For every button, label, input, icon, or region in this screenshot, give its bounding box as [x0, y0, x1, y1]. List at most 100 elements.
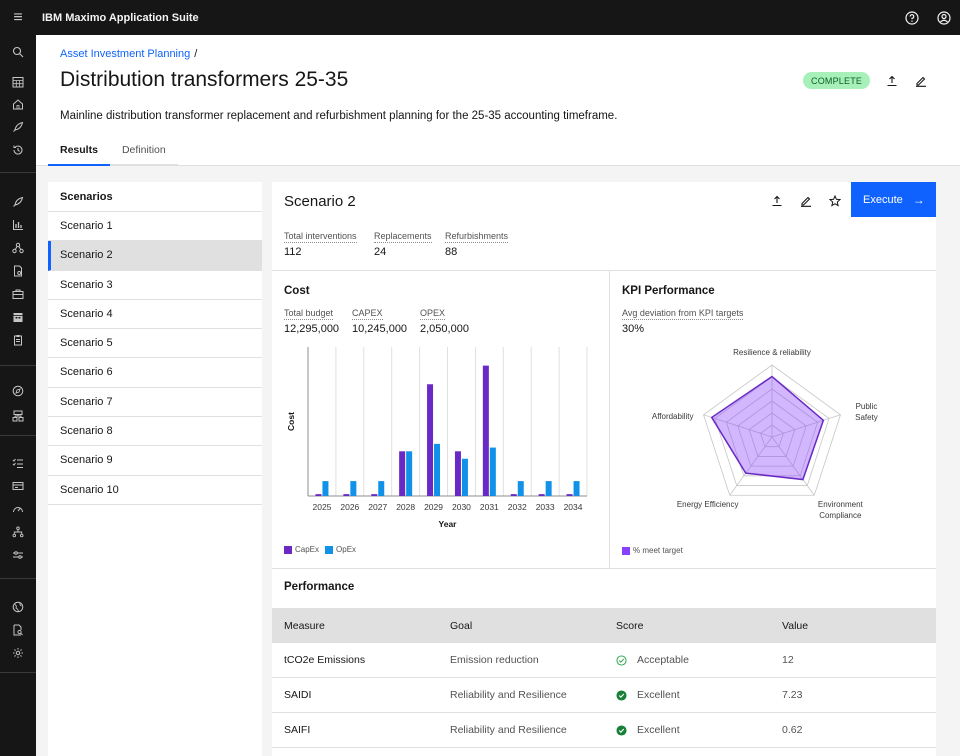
- page-header: Asset Investment Planning / Distribution …: [36, 35, 960, 166]
- table-row: SAIFI Reliability and Resilience Excelle…: [272, 713, 936, 748]
- radar-axis-label: Resilience & reliability: [733, 348, 811, 357]
- upload-icon[interactable]: [768, 192, 786, 210]
- cell-goal: Reliability and Resilience: [450, 724, 567, 736]
- column-header[interactable]: Measure: [284, 619, 325, 632]
- cost-title: Cost: [284, 285, 310, 297]
- radar-spoke: [729, 436, 773, 496]
- rocket-icon[interactable]: [0, 191, 36, 213]
- compass-icon[interactable]: [0, 380, 36, 402]
- radar-axis-label: Public Safety: [855, 402, 878, 422]
- hamburger-icon[interactable]: ≡: [13, 8, 23, 26]
- user-icon[interactable]: [928, 0, 960, 35]
- radar-ring: [703, 364, 841, 496]
- radar-swatch: [622, 546, 630, 555]
- bar-capex-2029: [427, 384, 434, 496]
- stat-value: 30%: [622, 323, 645, 335]
- rocket-icon[interactable]: [0, 116, 36, 138]
- radar-spoke: [771, 436, 815, 496]
- network-icon[interactable]: [0, 237, 36, 259]
- radar-ring: [760, 424, 784, 448]
- x-tick-label: 2032: [508, 502, 527, 512]
- bar-opex-2032: [517, 481, 524, 496]
- cell-value: 0.62: [782, 724, 803, 736]
- settings-icon[interactable]: [0, 642, 36, 664]
- radar-axis-label: Environment Compliance: [818, 500, 864, 520]
- cell-value: 7.23: [782, 689, 803, 701]
- tree-icon[interactable]: [0, 521, 36, 543]
- task-list-icon[interactable]: [0, 452, 36, 474]
- calendar-icon[interactable]: [0, 71, 36, 93]
- clipboard-icon[interactable]: [0, 329, 36, 351]
- stat-label: CAPEX: [352, 308, 383, 320]
- scenarios-heading: Scenarios: [48, 182, 262, 212]
- briefcase-icon[interactable]: [0, 283, 36, 305]
- cell-score: Excellent: [604, 713, 770, 747]
- kpi-radar-chart: Resilience & reliability Public Safety Envi…: [652, 348, 878, 520]
- kpi-title: KPI Performance: [622, 285, 715, 297]
- brand-name: Maximo Application Suite: [65, 11, 199, 24]
- history-icon[interactable]: [0, 139, 36, 161]
- bar-opex-2033: [545, 481, 552, 496]
- globe-icon[interactable]: [0, 596, 36, 618]
- x-tick-label: 2025: [312, 502, 331, 512]
- breadcrumb-link[interactable]: Asset Investment Planning: [60, 48, 191, 60]
- execute-label: Execute: [863, 193, 903, 206]
- scenario-item[interactable]: Scenario 1: [48, 212, 262, 242]
- upload-icon[interactable]: [883, 72, 901, 90]
- brand-prefix: IBM: [42, 11, 63, 24]
- column-header[interactable]: Value: [782, 619, 809, 632]
- bar-chart-icon[interactable]: [0, 214, 36, 236]
- opex-swatch: [325, 545, 334, 554]
- stat-value: 2,050,000: [420, 323, 469, 335]
- home-icon[interactable]: [0, 93, 36, 115]
- tab-definition[interactable]: Definition: [109, 140, 178, 166]
- cost-bar-chart: 2025 2026 2027 2028 2029 2030 2031 2032 2033 2034…: [286, 347, 588, 529]
- scenario-item[interactable]: Scenario 3: [48, 271, 262, 300]
- bar-opex-2026: [350, 481, 357, 496]
- doc-search-icon[interactable]: [0, 619, 36, 641]
- app-brand[interactable]: IBM Maximo Application Suite: [42, 12, 199, 24]
- breadcrumb-separator: /: [194, 48, 198, 60]
- y-axis-label: Cost: [286, 412, 296, 431]
- cell-score: Acceptable: [604, 643, 770, 677]
- star-icon[interactable]: [826, 192, 844, 210]
- column-header[interactable]: Goal: [450, 619, 473, 632]
- scenario-item[interactable]: Scenario 10: [48, 476, 262, 505]
- bar-opex-2029: [434, 443, 441, 496]
- gauge-icon[interactable]: [0, 498, 36, 520]
- scenario-item[interactable]: Scenario 7: [48, 388, 262, 418]
- edit-icon[interactable]: [912, 72, 930, 90]
- performance-table-header: Measure Goal Score Value: [272, 608, 936, 643]
- scenario-item[interactable]: Scenario 4: [48, 300, 262, 330]
- calendar-filled-icon[interactable]: [0, 306, 36, 328]
- bar-capex-2028: [399, 451, 406, 496]
- stat-kpi-deviation: Avg deviation from KPI targets 30%: [622, 308, 744, 335]
- scenario-item[interactable]: Scenario 6: [48, 358, 262, 388]
- score-label: Acceptable: [637, 654, 689, 666]
- bar-capex-2034: [566, 494, 573, 496]
- tab-results[interactable]: Results: [48, 140, 110, 166]
- scenario-item[interactable]: Scenario 8: [48, 417, 262, 447]
- edit-icon[interactable]: [797, 192, 815, 210]
- bar-capex-2027: [371, 494, 378, 496]
- scenario-item-selected[interactable]: Scenario 2: [48, 241, 262, 271]
- chart-grid: [307, 347, 588, 496]
- bar-opex-2027: [378, 481, 385, 496]
- document-icon[interactable]: [0, 260, 36, 282]
- scenario-item[interactable]: Scenario 5: [48, 329, 262, 359]
- card-icon[interactable]: [0, 475, 36, 497]
- bar-capex-2032: [510, 494, 517, 496]
- hierarchy-icon[interactable]: [0, 405, 36, 427]
- scenario-item[interactable]: Scenario 9: [48, 446, 262, 476]
- search-icon[interactable]: [0, 41, 36, 63]
- score-label: Excellent: [637, 724, 680, 736]
- column-header[interactable]: Score: [616, 619, 644, 632]
- stat-label: Total interventions: [284, 231, 357, 243]
- bar-capex-2025: [315, 494, 322, 496]
- x-tick-label: 2033: [536, 502, 555, 512]
- help-icon[interactable]: [896, 0, 928, 35]
- top-bar: ≡ IBM Maximo Application Suite: [0, 0, 960, 35]
- sliders-icon[interactable]: [0, 544, 36, 566]
- x-tick-label: 2034: [564, 502, 583, 512]
- execute-button[interactable]: Execute →: [851, 182, 936, 217]
